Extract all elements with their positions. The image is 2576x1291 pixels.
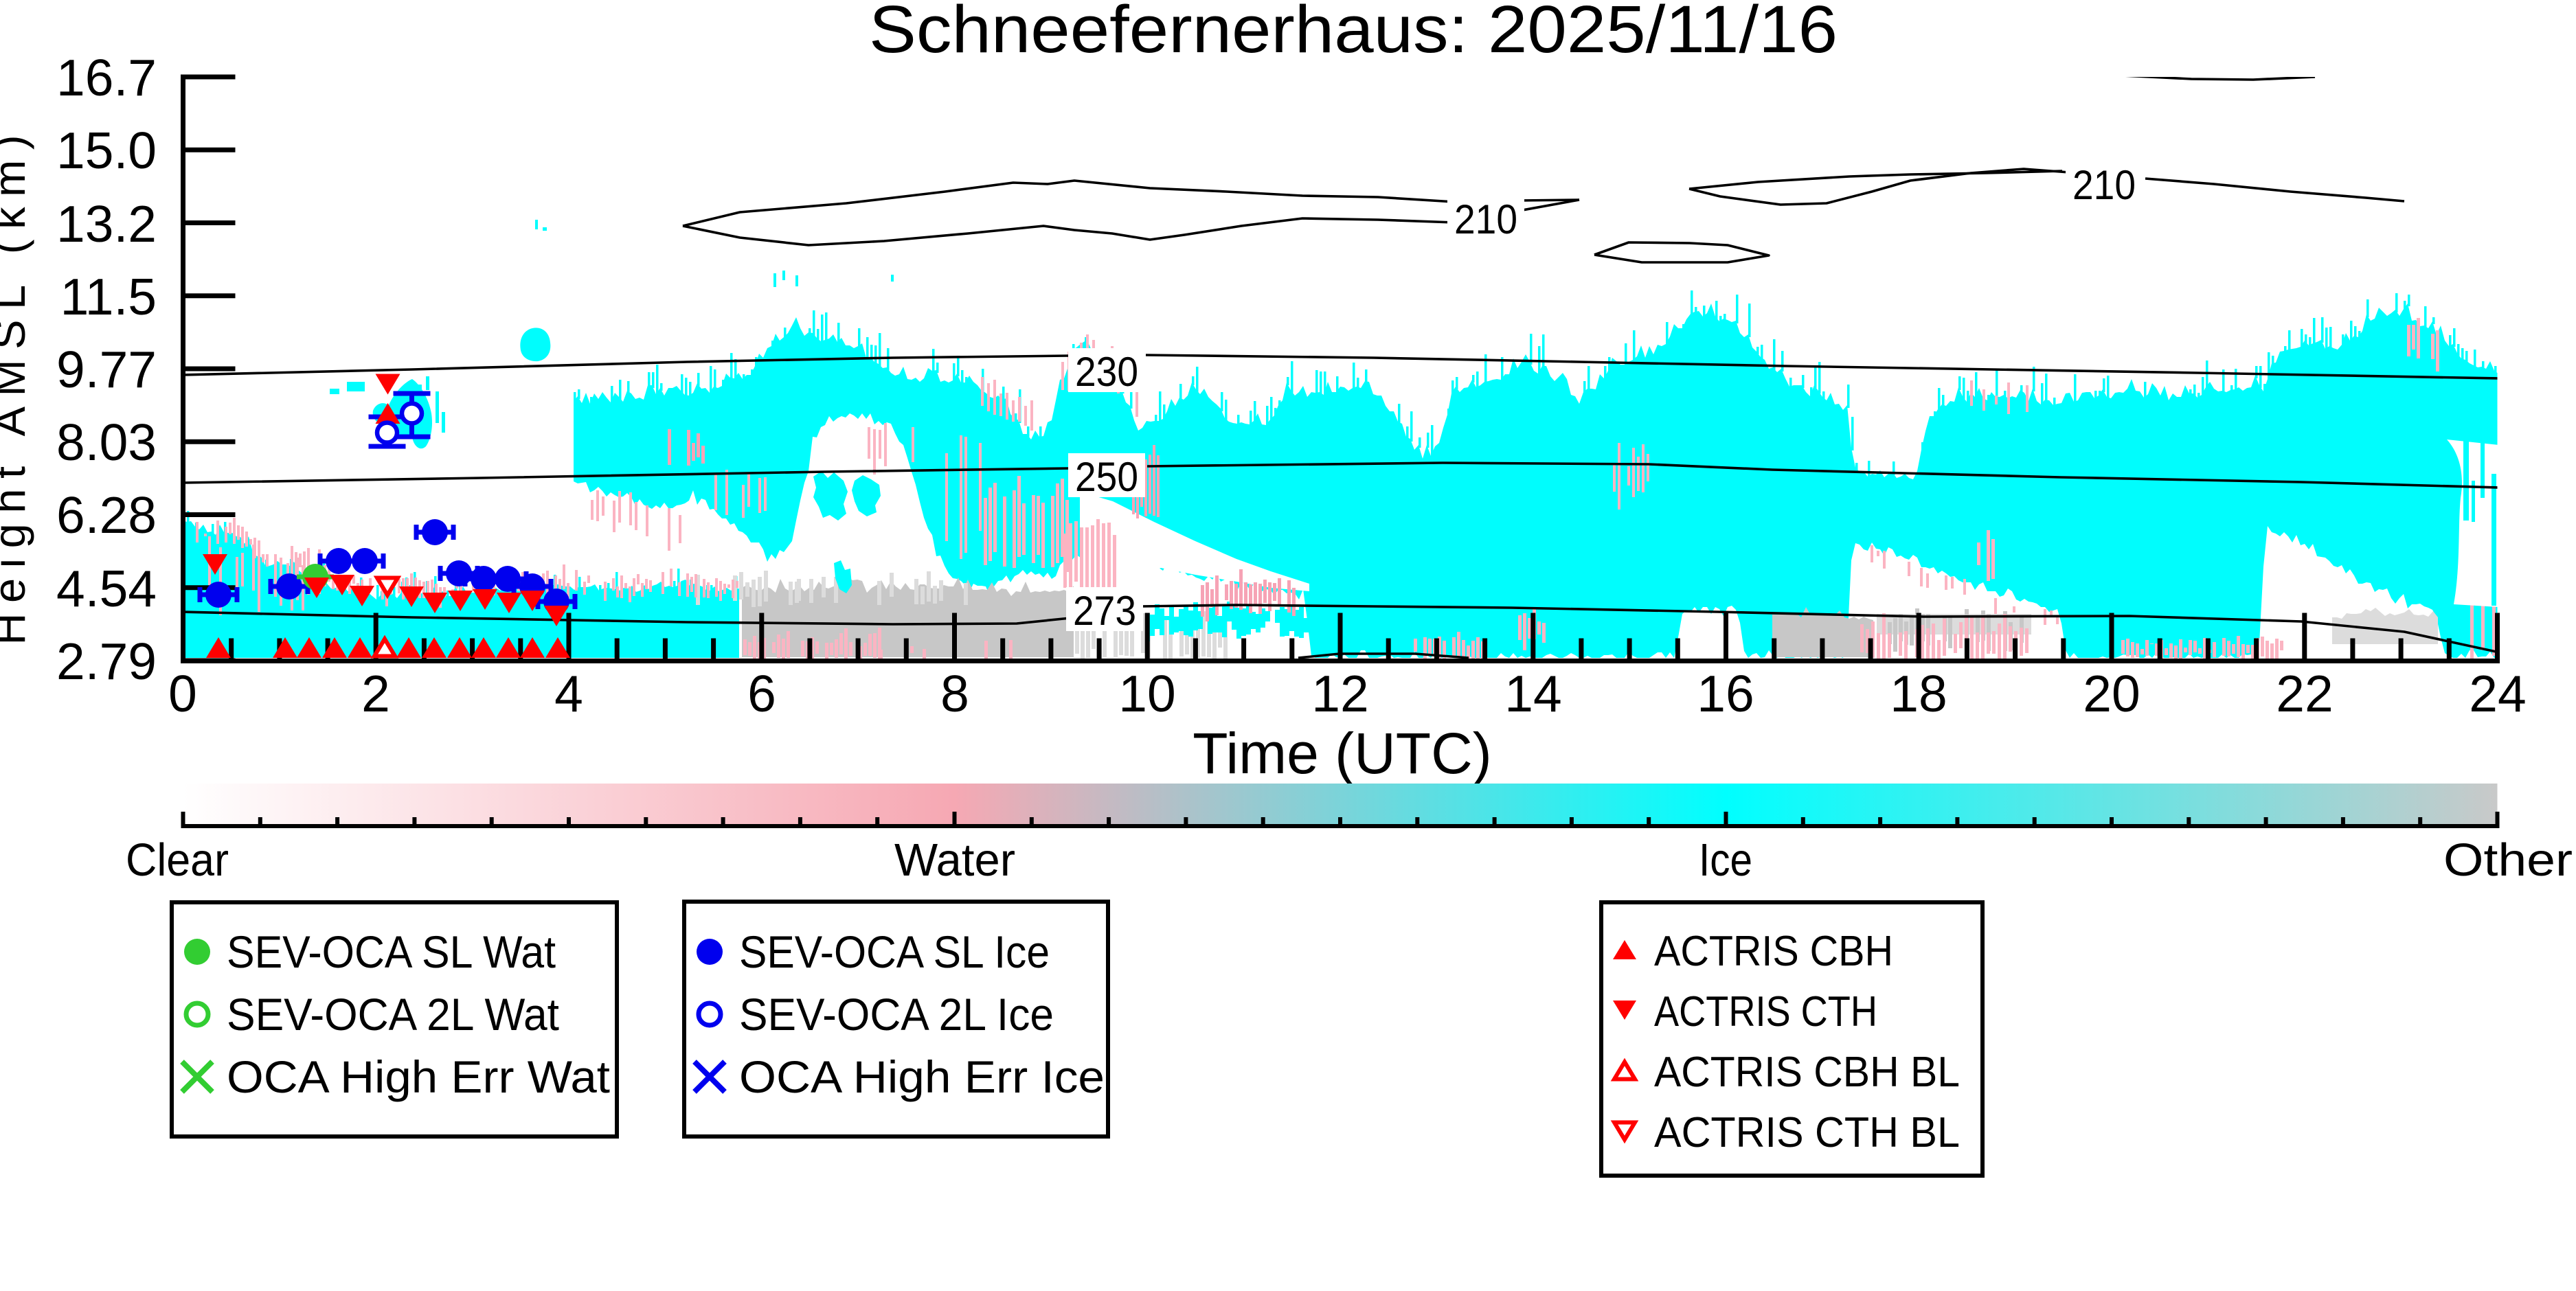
svg-text:18: 18	[1890, 665, 1947, 722]
svg-text:SEV-OCA SL Wat: SEV-OCA SL Wat	[227, 926, 556, 977]
svg-text:2: 2	[361, 665, 390, 722]
svg-text:210: 210	[2072, 162, 2136, 208]
svg-text:SEV-OCA 2L Wat: SEV-OCA 2L Wat	[227, 989, 559, 1040]
svg-text:4: 4	[554, 665, 583, 722]
svg-text:8: 8	[940, 665, 969, 722]
svg-text:ACTRIS CBH BL: ACTRIS CBH BL	[1654, 1049, 1960, 1096]
svg-text:Water: Water	[894, 834, 1015, 886]
svg-text:ACTRIS CTH BL: ACTRIS CTH BL	[1654, 1109, 1960, 1156]
svg-text:12: 12	[1311, 665, 1368, 722]
svg-text:Clear: Clear	[126, 834, 229, 886]
svg-text:11.5: 11.5	[60, 268, 157, 325]
svg-text:15.0: 15.0	[56, 122, 157, 179]
svg-text:210: 210	[1454, 196, 1517, 242]
svg-text:SEV-OCA SL Ice: SEV-OCA SL Ice	[739, 926, 1050, 977]
svg-text:14: 14	[1504, 665, 1561, 722]
svg-text:Other: Other	[2443, 834, 2573, 886]
svg-text:6.28: 6.28	[56, 486, 157, 544]
svg-text:Ice: Ice	[1699, 834, 1752, 886]
svg-text:20: 20	[2083, 665, 2140, 722]
svg-text:230: 230	[1075, 349, 1138, 395]
svg-text:22: 22	[2276, 665, 2333, 722]
svg-text:8.03: 8.03	[56, 413, 157, 471]
svg-text:SEV-OCA 2L Ice: SEV-OCA 2L Ice	[739, 989, 1054, 1040]
svg-text:ACTRIS CBH: ACTRIS CBH	[1654, 928, 1893, 975]
svg-text:4.54: 4.54	[56, 560, 157, 617]
svg-text:24: 24	[2469, 665, 2526, 722]
svg-text:Schneefernerhaus: 2025/11/16: Schneefernerhaus: 2025/11/16	[869, 0, 1838, 67]
svg-text:13.2: 13.2	[56, 195, 157, 253]
svg-text:0: 0	[168, 665, 197, 722]
svg-text:Height AMSL (km): Height AMSL (km)	[0, 135, 34, 646]
svg-text:ACTRIS CTH: ACTRIS CTH	[1654, 988, 1877, 1036]
svg-text:16.7: 16.7	[56, 49, 157, 106]
svg-text:6: 6	[747, 665, 776, 722]
svg-text:273: 273	[1073, 588, 1136, 634]
svg-text:OCA High Err Wat: OCA High Err Wat	[227, 1051, 610, 1102]
svg-text:10: 10	[1118, 665, 1175, 722]
svg-text:9.77: 9.77	[56, 341, 157, 398]
svg-text:OCA High Err Ice: OCA High Err Ice	[739, 1051, 1105, 1102]
svg-text:2.79: 2.79	[56, 632, 157, 690]
svg-text:16: 16	[1697, 665, 1754, 722]
svg-text:Time (UTC): Time (UTC)	[1193, 721, 1491, 786]
svg-text:250: 250	[1075, 454, 1138, 500]
